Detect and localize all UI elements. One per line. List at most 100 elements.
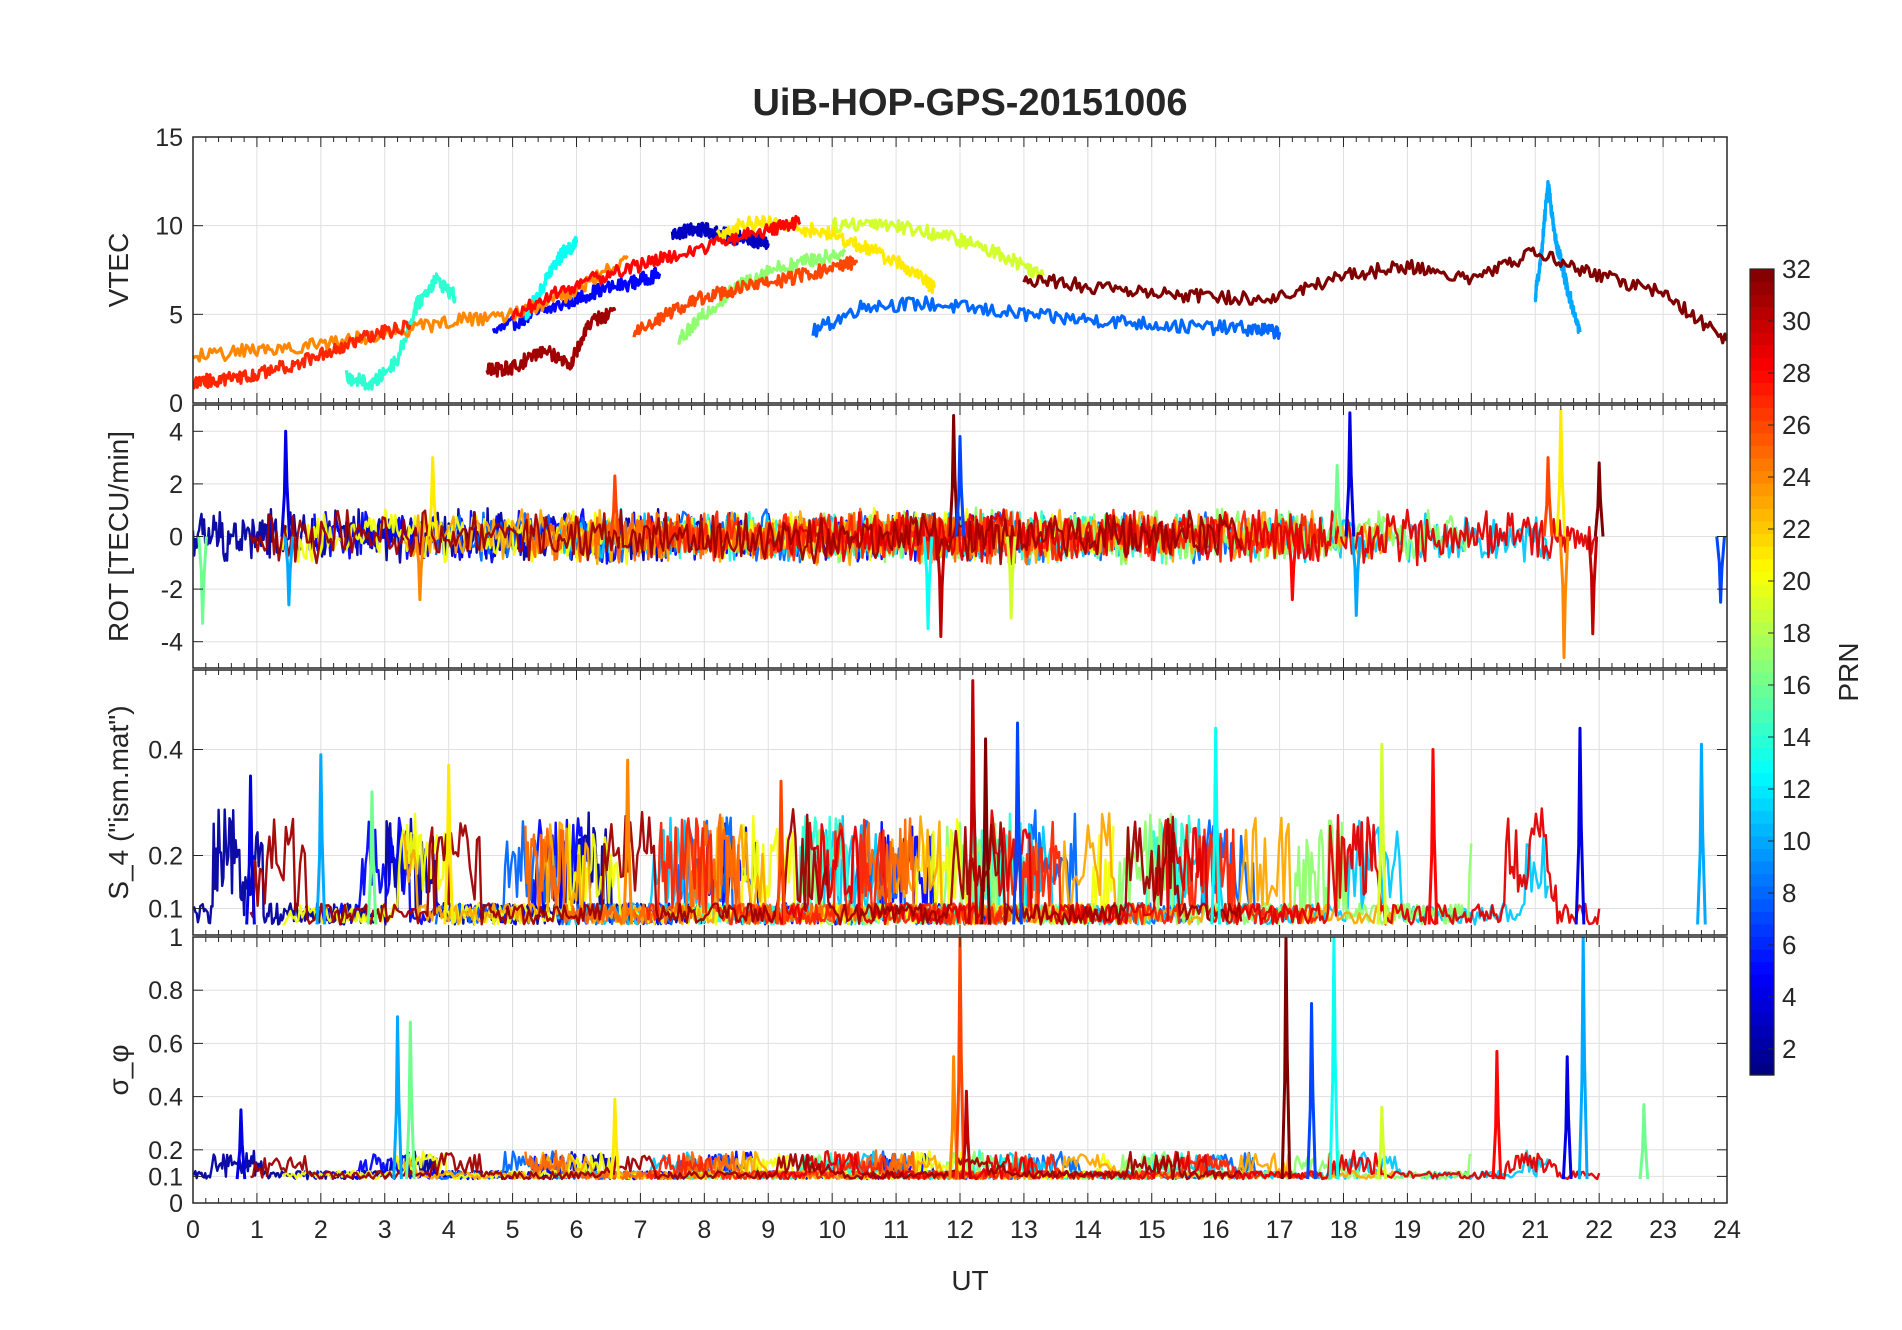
- data-traces: [193, 408, 1726, 659]
- colorbar-band: [1750, 1049, 1774, 1064]
- panel-vtec: 0 5 10 15 VTEC: [103, 124, 1728, 418]
- s4-spike: [366, 790, 378, 925]
- sigma_phi-spike: [961, 1089, 972, 1180]
- sigma_phi-spike: [609, 1097, 621, 1180]
- colorbar-band: [1750, 546, 1774, 560]
- vtec-series-prn-27: [193, 319, 412, 390]
- data-traces: [193, 679, 1707, 926]
- colorbar-band: [1750, 394, 1774, 409]
- colorbar-frame: [1749, 268, 1775, 1076]
- y-tick-label: 2: [169, 471, 183, 499]
- sigma_phi-spike: [1306, 1002, 1317, 1180]
- colorbar-band: [1750, 621, 1774, 635]
- y-tick-label: 0.2: [148, 843, 183, 871]
- y-tick-label: -2: [161, 576, 183, 604]
- vtec-series-prn-31: [485, 306, 617, 378]
- colorbar-band: [1750, 999, 1774, 1013]
- colorbar-band: [1750, 483, 1774, 497]
- y-tick-label: 0.1: [148, 1163, 183, 1191]
- rot-spike: [1593, 461, 1605, 537]
- panel-rot: -4 -2 0 2 4 ROT [TECU/min]: [103, 404, 1728, 669]
- colorbar-tick-label: 20: [1782, 566, 1811, 596]
- colorbar-band: [1750, 986, 1774, 1001]
- colorbar-tick-label: 32: [1782, 254, 1811, 284]
- colorbar-band: [1750, 357, 1774, 371]
- colorbar-band: [1750, 722, 1774, 736]
- s4-series-prn-29: [767, 807, 1601, 926]
- x-tick-label: 5: [506, 1216, 520, 1244]
- colorbar-tick-label: 22: [1782, 514, 1811, 544]
- colorbar-band: [1750, 911, 1774, 925]
- sigma_phi-spike: [948, 1055, 959, 1180]
- colorbar-band: [1750, 344, 1774, 358]
- colorbar-band: [1750, 747, 1774, 761]
- rot-spike: [427, 456, 439, 537]
- colorbar-band: [1750, 936, 1774, 950]
- colorbar-band: [1750, 470, 1774, 484]
- s4-spike: [622, 758, 633, 925]
- colorbar-band: [1750, 609, 1774, 623]
- colorbar-band: [1750, 886, 1774, 900]
- colorbar-band: [1750, 1062, 1774, 1076]
- rot-spike: [948, 414, 959, 537]
- rot-spike: [197, 536, 208, 625]
- x-tick-label: 19: [1394, 1216, 1422, 1244]
- rot-series-prn-29: [767, 508, 1600, 567]
- colorbar-tick-label: 18: [1782, 618, 1811, 648]
- vtec-series-prn-28: [511, 214, 802, 320]
- colorbar-band: [1750, 823, 1774, 837]
- y-tick-label: 5: [169, 301, 183, 329]
- colorbar-band: [1750, 281, 1774, 295]
- rot-spike: [954, 435, 966, 537]
- rot-spike: [1715, 536, 1726, 604]
- x-tick-label: 1: [250, 1216, 264, 1244]
- rot-spike: [1005, 536, 1017, 620]
- colorbar-band: [1750, 860, 1774, 875]
- s4-spike: [980, 737, 991, 925]
- colorbar-band: [1750, 520, 1774, 535]
- figure-title: UiB-HOP-GPS-20151006: [752, 82, 1187, 124]
- x-tick-label: 2: [314, 1216, 328, 1244]
- panel-sigma_phi: 00.10.20.40.60.81σ_φ0 1 2 3 4 5 6 7 8 9 10 11 12 13 14…: [103, 924, 1741, 1244]
- colorbar-band: [1750, 672, 1774, 686]
- rot-spike: [1558, 536, 1570, 659]
- colorbar-band: [1750, 898, 1774, 912]
- y-tick-label: 1: [169, 924, 183, 952]
- x-tick-label: 22: [1585, 1216, 1613, 1244]
- colorbar-band: [1750, 407, 1774, 421]
- sigma_phi-series-prn-31: [250, 1150, 1243, 1181]
- vtec-series-prn-21: [715, 215, 936, 295]
- colorbar-tick-label: 4: [1782, 982, 1796, 1012]
- colorbar-band: [1750, 445, 1774, 459]
- sigma_phi-spike: [1491, 1049, 1503, 1180]
- y-tick-label: 15: [155, 124, 183, 152]
- y-axis-label: S_4 ("ism.mat"): [103, 705, 134, 899]
- colorbar-band: [1750, 1037, 1774, 1051]
- s4-spike: [1210, 726, 1222, 925]
- sigma_phi-spike: [1561, 1055, 1573, 1180]
- x-tick-label: 24: [1713, 1216, 1741, 1244]
- y-tick-label: 10: [155, 213, 183, 241]
- rot-spike: [414, 536, 426, 602]
- y-tick-label: 0.4: [148, 1084, 183, 1112]
- colorbar-band: [1750, 949, 1774, 963]
- y-tick-label: 0.4: [148, 737, 183, 765]
- rot-spike: [935, 536, 947, 638]
- colorbar-band: [1750, 571, 1774, 585]
- x-tick-label: 0: [186, 1216, 200, 1244]
- colorbar-tick-label: 2: [1782, 1034, 1796, 1064]
- colorbar-band: [1750, 772, 1774, 786]
- vtec-series-prn-24: [193, 254, 629, 363]
- x-tick-label: 7: [633, 1216, 647, 1244]
- sigma_phi-spike: [1577, 937, 1589, 1180]
- colorbar-band: [1750, 734, 1774, 749]
- colorbar-band: [1750, 760, 1774, 774]
- y-axis-label: ROT [TECU/min]: [103, 431, 134, 642]
- x-tick-label: 11: [883, 1216, 909, 1244]
- colorbar-band: [1750, 319, 1774, 333]
- rot-spike: [1542, 456, 1554, 537]
- colorbar-band: [1750, 294, 1774, 308]
